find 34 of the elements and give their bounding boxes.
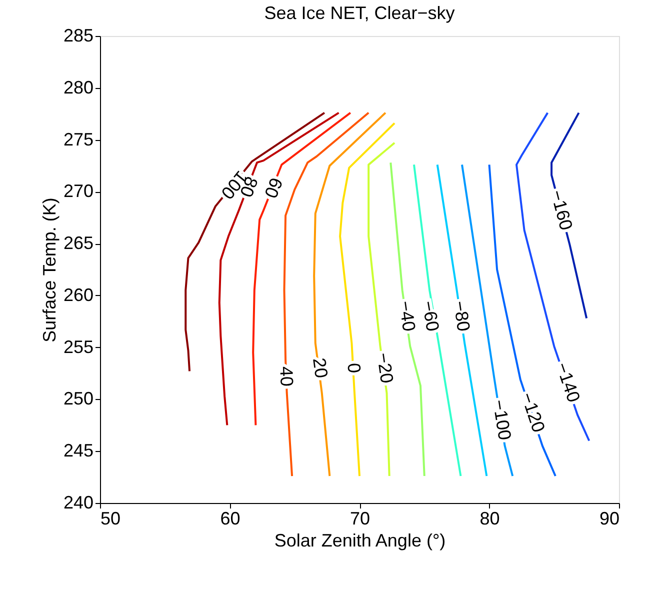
line-series bbox=[515, 112, 590, 442]
y-tick-label: 275 bbox=[63, 129, 94, 150]
x-tick-label: 80 bbox=[480, 508, 500, 528]
y-tick-label: 260 bbox=[63, 284, 94, 305]
annotation: 0 bbox=[344, 362, 364, 374]
annotation: −20 bbox=[373, 351, 398, 384]
x-tick-label: 60 bbox=[220, 508, 240, 528]
y-axis-title: Surface Temp. (K) bbox=[39, 198, 60, 342]
line-series bbox=[339, 122, 396, 478]
y-tick-label: 240 bbox=[63, 492, 94, 512]
y-tick-label: 255 bbox=[63, 336, 94, 357]
chart-title: Sea Ice NET, Clear−sky bbox=[264, 3, 455, 23]
annotation: −120 bbox=[517, 390, 549, 435]
x-tick-label: 50 bbox=[100, 508, 121, 528]
x-axis-title: Solar Zenith Angle (°) bbox=[274, 530, 446, 550]
y-tick-label: 245 bbox=[63, 440, 94, 461]
x-tick-label: 90 bbox=[599, 508, 620, 528]
y-tick-label: 280 bbox=[63, 77, 94, 98]
annotation: 60 bbox=[260, 174, 286, 201]
line-series bbox=[218, 112, 340, 426]
annotation: −160 bbox=[546, 188, 576, 232]
x-tick-label: 70 bbox=[350, 508, 370, 528]
annotation: −40 bbox=[395, 300, 420, 333]
annotation: 20 bbox=[309, 356, 332, 380]
y-tick-label: 285 bbox=[63, 26, 94, 46]
y-tick-label: 265 bbox=[63, 233, 94, 254]
y-tick-label: 250 bbox=[63, 388, 94, 409]
annotation: 40 bbox=[276, 366, 297, 387]
line-series bbox=[368, 142, 396, 478]
annotation: −80 bbox=[450, 299, 474, 333]
annotation: −60 bbox=[418, 299, 443, 333]
annotation: −100 bbox=[488, 398, 515, 442]
y-tick-label: 270 bbox=[63, 181, 94, 202]
annotation: −140 bbox=[552, 360, 584, 405]
